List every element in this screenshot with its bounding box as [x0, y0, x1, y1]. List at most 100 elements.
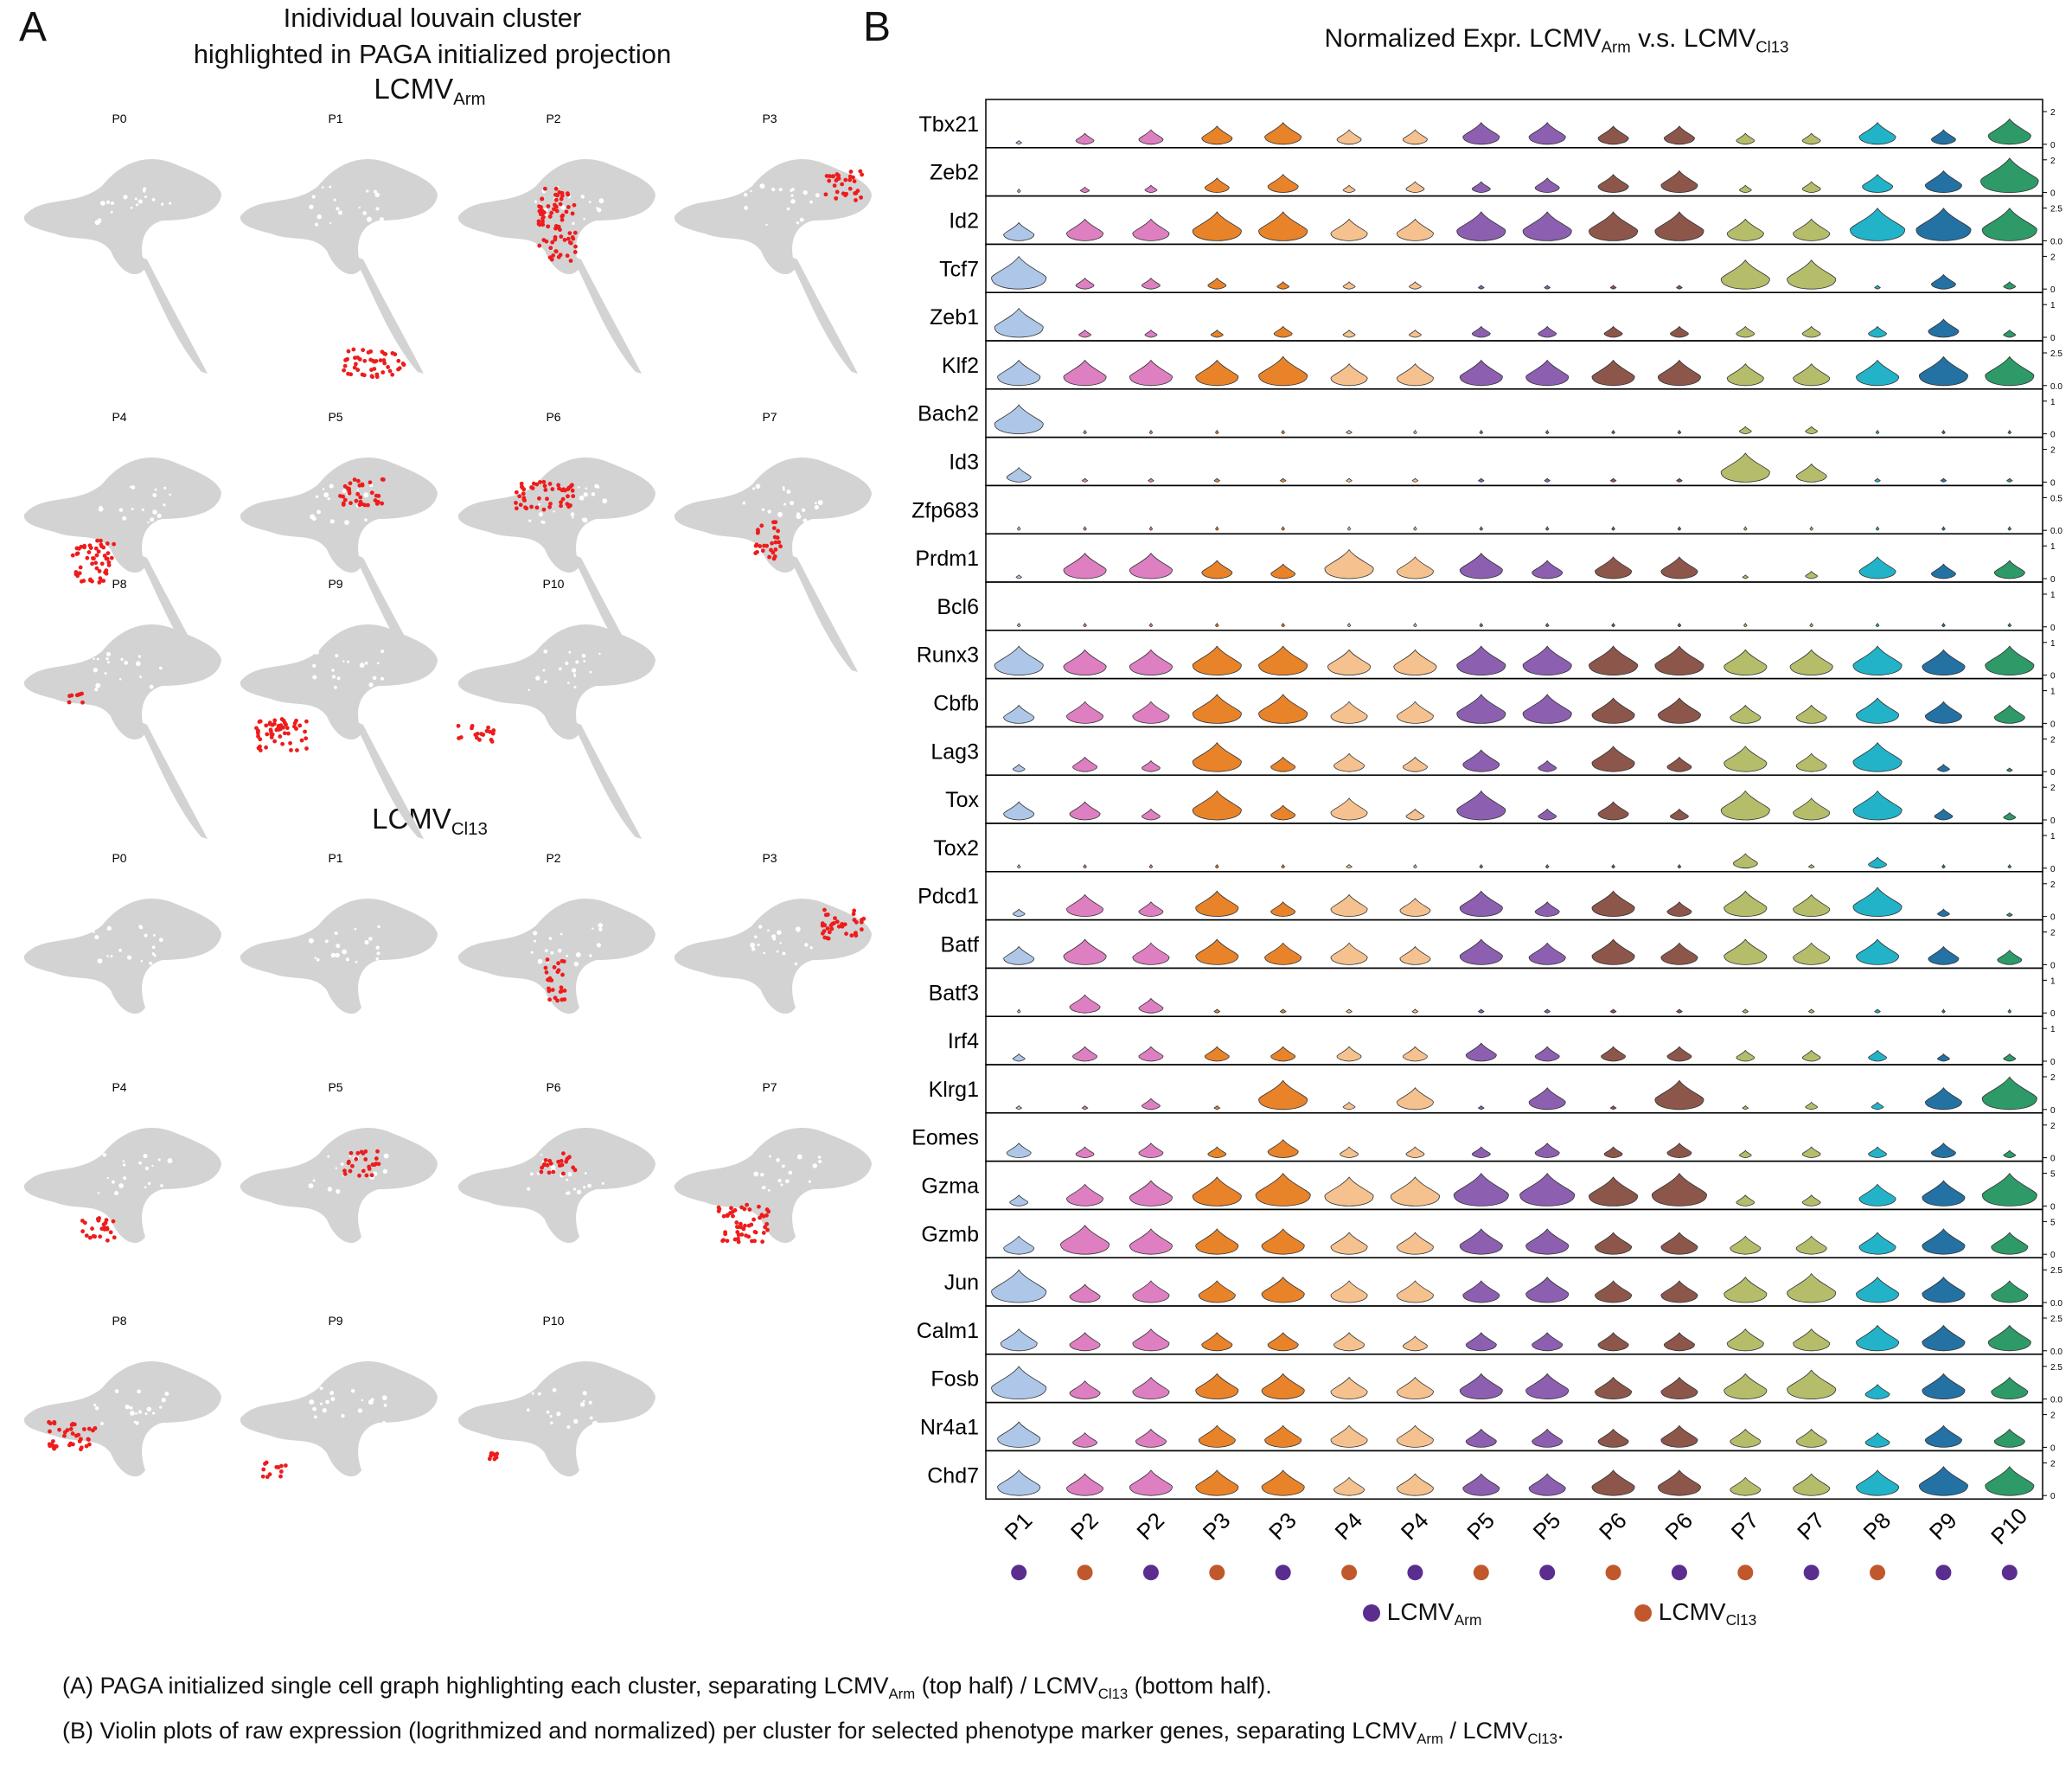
violin-id2-11 [1726, 218, 1764, 241]
violin-klrg1-4 [1258, 1079, 1308, 1111]
violin-gzma-14 [1922, 1180, 1966, 1207]
violin-klf2-9 [1591, 359, 1635, 387]
violin-cbfb-0 [1003, 704, 1035, 724]
violin-zfp683-11 [1743, 526, 1748, 531]
violin-id3-7 [1477, 477, 1485, 483]
violin-chd7-5 [1333, 1476, 1365, 1496]
violin-bach2-10 [1677, 429, 1682, 435]
violin-batf3-2 [1138, 997, 1164, 1014]
panel-b-title: Normalized Expr. LCMVArm v.s. LCMVCl13 [1124, 24, 1989, 57]
violin-prdm1-13 [1858, 556, 1896, 579]
umap-plot-p7: P7 [674, 411, 872, 672]
violin-batf3-10 [1676, 1008, 1683, 1014]
violin-pdcd1-13 [1852, 886, 1903, 918]
umap-cell-cloud [457, 159, 655, 275]
condition-dot [1142, 1565, 1159, 1581]
y-tick-label: 0.0 [2050, 1396, 2062, 1405]
violin-nr4a1-10 [1660, 1424, 1698, 1448]
violin-batf3-6 [1411, 1008, 1419, 1014]
violin-jun-0 [991, 1269, 1047, 1303]
umap-cell-cloud [240, 458, 438, 573]
violin-calm1-10 [1663, 1332, 1695, 1352]
violin-bcl6-7 [1479, 622, 1484, 628]
violin-pdcd1-7 [1459, 890, 1503, 918]
violin-nr4a1-4 [1264, 1424, 1302, 1448]
violin-tox-12 [1793, 797, 1831, 821]
panel-b-title-mid: v.s. LCMV [1630, 24, 1756, 53]
y-tick-label: 0 [2050, 189, 2056, 199]
violin-eomes-9 [1603, 1146, 1623, 1159]
violin-klrg1-1 [1081, 1104, 1089, 1111]
violin-zeb1-10 [1669, 325, 1689, 338]
violin-bcl6-0 [1016, 622, 1021, 628]
violin-zfp683-15 [2007, 526, 2012, 531]
violin-tcf7-1 [1075, 277, 1095, 290]
violin-batf3-13 [1874, 1008, 1881, 1014]
violin-pdcd1-11 [1723, 890, 1768, 918]
violin-prdm1-10 [1660, 556, 1698, 579]
violin-bcl6-15 [2007, 622, 2012, 628]
violin-klf2-10 [1657, 359, 1701, 387]
violin-calm1-7 [1465, 1332, 1497, 1352]
umap-cell-cloud [23, 1361, 221, 1477]
violin-pdcd1-5 [1330, 893, 1368, 918]
caption-a-text: (A) PAGA initialized single cell graph h… [62, 1673, 889, 1699]
y-tick-label: 2 [2050, 446, 2056, 456]
caption-a-sub1: Arm [888, 1685, 916, 1702]
violin-gzmb-8 [1525, 1228, 1570, 1255]
violin-chd7-14 [1918, 1466, 1968, 1496]
violin-tcf7-3 [1207, 277, 1227, 290]
violin-zeb2-1 [1079, 186, 1090, 194]
umap-tail [571, 720, 642, 839]
umap-title: P2 [546, 112, 560, 125]
violin-jun-8 [1525, 1277, 1570, 1303]
umap-tail [571, 255, 642, 374]
condition-dot [1737, 1565, 1754, 1581]
violin-jun-10 [1660, 1280, 1698, 1303]
violin-klf2-5 [1330, 363, 1368, 387]
violin-id2-4 [1258, 211, 1308, 241]
violin-eomes-3 [1207, 1146, 1227, 1159]
violin-cbfb-2 [1132, 701, 1170, 724]
violin-cbfb-7 [1456, 694, 1506, 724]
violin-chd7-7 [1462, 1473, 1500, 1496]
violin-chd7-13 [1856, 1469, 1900, 1496]
violin-id2-10 [1654, 211, 1704, 241]
y-tick-label: 0 [2050, 624, 2056, 633]
violin-zeb1-4 [1273, 325, 1293, 338]
violin-chd7-1 [1066, 1473, 1104, 1496]
violin-tcf7-12 [1787, 259, 1837, 290]
violin-cbfb-9 [1591, 697, 1635, 724]
violin-tbx21-10 [1663, 125, 1695, 145]
violin-tcf7-9 [1609, 285, 1617, 290]
violin-jun-2 [1132, 1280, 1170, 1303]
violin-runx3-5 [1327, 649, 1372, 676]
violin-cbfb-6 [1396, 701, 1434, 724]
umap-title: P7 [762, 1081, 777, 1094]
violin-gzma-7 [1453, 1173, 1509, 1207]
violin-klf2-4 [1258, 355, 1308, 387]
violin-prdm1-7 [1459, 553, 1503, 579]
violin-lag3-7 [1462, 749, 1500, 772]
violin-id2-3 [1192, 211, 1242, 241]
violin-gzmb-6 [1396, 1232, 1434, 1255]
violin-bcl6-9 [1611, 622, 1615, 628]
violin-bach2-9 [1611, 429, 1615, 435]
violin-batf3-15 [2007, 1008, 2012, 1014]
umap-grid: P0 P1 P2 P3 P4 P5 P6 P7 P8 P9 P10 P0 P1 P2 P3 P4 P5 P6 P7 P… [0, 0, 872, 1643]
condition-dot [1539, 1565, 1556, 1581]
umap-tail [137, 720, 208, 839]
violin-zfp683-9 [1611, 526, 1615, 531]
caption-a-mid: (top half) / LCMV [915, 1673, 1098, 1699]
violin-bcl6-10 [1677, 622, 1682, 628]
violin-zeb1-7 [1471, 325, 1491, 338]
umap-title: P1 [328, 852, 342, 865]
violin-jun-15 [1991, 1280, 2029, 1303]
y-tick-label: 1 [2050, 639, 2056, 649]
violin-batf-7 [1459, 938, 1503, 965]
violin-tox-8 [1538, 808, 1557, 821]
umap-title: P8 [112, 578, 126, 591]
violin-gzma-6 [1390, 1176, 1440, 1207]
y-tick-label: 2 [2050, 157, 2056, 166]
violin-tbx21-15 [1987, 118, 2031, 145]
